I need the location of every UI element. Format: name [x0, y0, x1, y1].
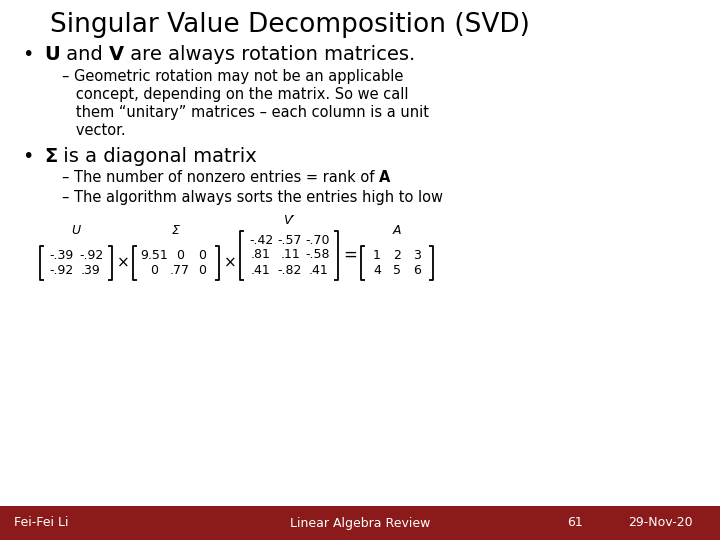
Text: V: V — [109, 45, 124, 64]
Text: ×: × — [117, 255, 130, 271]
Text: V′: V′ — [283, 214, 294, 227]
Text: concept, depending on the matrix. So we call: concept, depending on the matrix. So we … — [62, 87, 408, 102]
Text: -.58: -.58 — [306, 248, 330, 261]
Text: 6: 6 — [413, 264, 421, 277]
Text: -.57: -.57 — [278, 233, 302, 246]
Text: – Geometric rotation may not be an applicable: – Geometric rotation may not be an appli… — [62, 69, 403, 84]
Text: and: and — [60, 45, 109, 64]
Text: vector.: vector. — [62, 123, 125, 138]
Text: 0: 0 — [176, 249, 184, 262]
Text: 61: 61 — [567, 516, 583, 530]
Bar — [0, 506, 720, 540]
Text: •: • — [22, 147, 33, 166]
Text: =: = — [343, 246, 357, 264]
Text: 1: 1 — [373, 249, 381, 262]
Text: -.39: -.39 — [49, 249, 73, 262]
Text: -.92: -.92 — [49, 264, 73, 277]
Text: Σ: Σ — [172, 224, 180, 237]
Text: Fei-Fei Li: Fei-Fei Li — [14, 516, 68, 530]
Text: 29-Nov-20: 29-Nov-20 — [628, 516, 693, 530]
Text: A: A — [379, 170, 390, 185]
Text: •: • — [22, 45, 33, 64]
Text: .41: .41 — [251, 264, 271, 276]
Text: .41: .41 — [308, 264, 328, 276]
Text: -.70: -.70 — [306, 233, 330, 246]
Text: 2: 2 — [393, 249, 401, 262]
Text: ×: × — [224, 255, 237, 271]
Text: Singular Value Decomposition (SVD): Singular Value Decomposition (SVD) — [50, 12, 530, 38]
Text: -.82: -.82 — [278, 264, 302, 276]
Text: – The number of nonzero entries = rank of: – The number of nonzero entries = rank o… — [62, 170, 379, 185]
Text: .81: .81 — [251, 248, 271, 261]
Text: 0: 0 — [150, 264, 158, 277]
Text: -.42: -.42 — [249, 233, 273, 246]
Text: 5: 5 — [393, 264, 401, 277]
Text: 0: 0 — [198, 264, 206, 277]
Text: A: A — [392, 224, 401, 237]
Text: .77: .77 — [170, 264, 190, 277]
Text: are always rotation matrices.: are always rotation matrices. — [124, 45, 415, 64]
Text: .39: .39 — [81, 264, 101, 277]
Text: 4: 4 — [373, 264, 381, 277]
Text: Σ: Σ — [44, 147, 58, 166]
Text: is a diagonal matrix: is a diagonal matrix — [58, 147, 257, 166]
Text: U: U — [71, 224, 81, 237]
Text: -.92: -.92 — [79, 249, 103, 262]
Text: Linear Algebra Review: Linear Algebra Review — [290, 516, 430, 530]
Text: them “unitary” matrices – each column is a unit: them “unitary” matrices – each column is… — [62, 105, 429, 120]
Text: 0: 0 — [198, 249, 206, 262]
Text: .11: .11 — [280, 248, 300, 261]
Text: 3: 3 — [413, 249, 421, 262]
Text: U: U — [44, 45, 60, 64]
Text: – The algorithm always sorts the entries high to low: – The algorithm always sorts the entries… — [62, 190, 443, 205]
Text: 9.51: 9.51 — [140, 249, 168, 262]
